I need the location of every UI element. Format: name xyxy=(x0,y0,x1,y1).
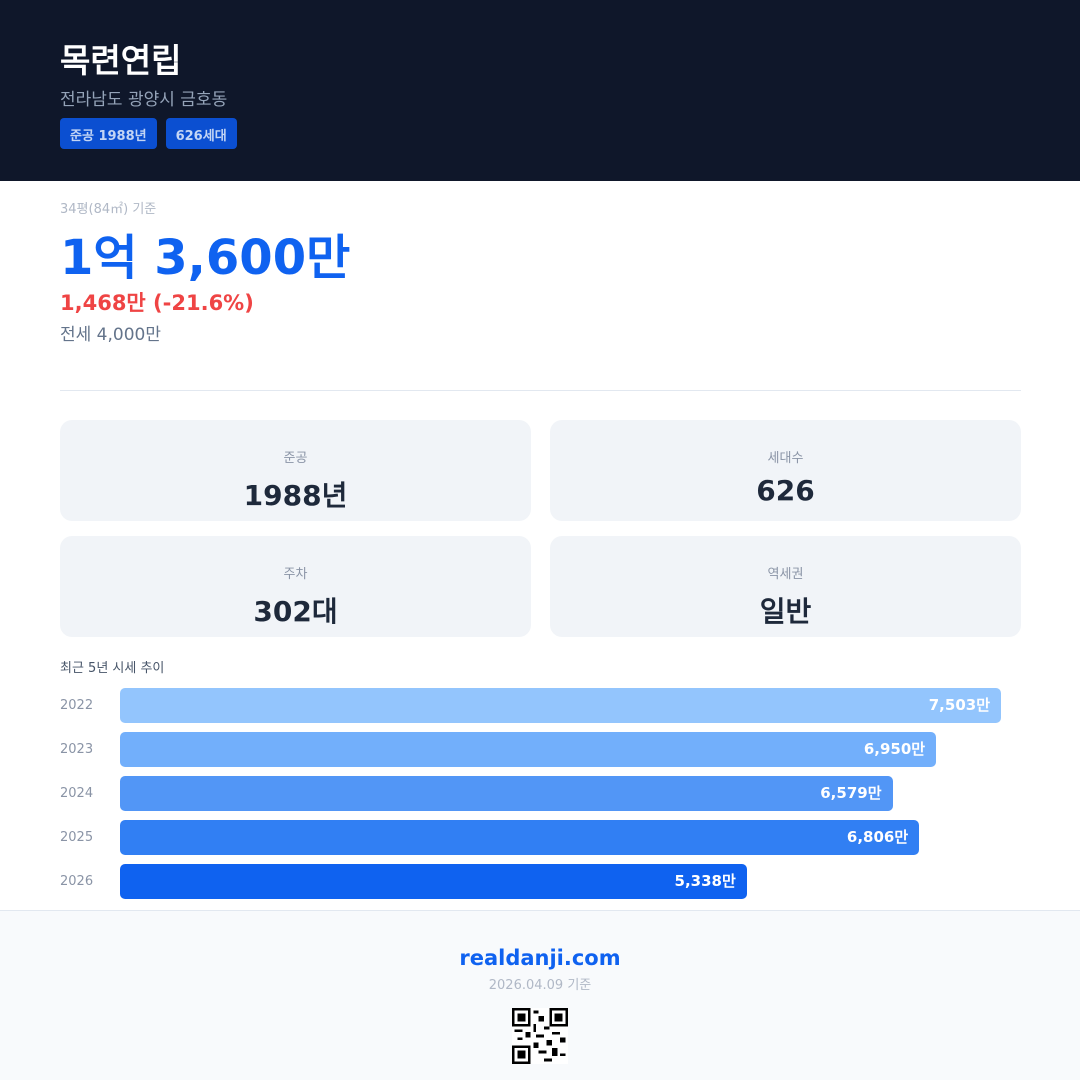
price-basis: 34평(84㎡) 기준 xyxy=(60,202,157,217)
footer: realdanji.com 2026.04.09 기준 xyxy=(0,910,1080,1080)
bar-2026: 5,338만 xyxy=(120,864,747,899)
year-label: 2023 xyxy=(60,742,94,757)
stat-value: 626 xyxy=(756,474,815,507)
divider xyxy=(60,390,1021,391)
year-label: 2026 xyxy=(60,874,94,889)
stat-value: 1988년 xyxy=(243,479,348,512)
badge-built-year: 준공 1988년 xyxy=(60,118,157,149)
stat-card-built: 준공 1988년 xyxy=(60,420,531,521)
stat-card-parking: 주차 302대 xyxy=(60,536,531,637)
year-label: 2022 xyxy=(60,698,94,713)
complex-title: 목련연립 xyxy=(60,41,182,80)
price-value: 1억 3,600만 xyxy=(60,230,351,286)
stat-label: 주차 xyxy=(283,567,308,582)
stat-value: 일반 xyxy=(759,595,812,628)
header: 목련연립 전라남도 광양시 금호동 준공 1988년 626세대 xyxy=(0,0,1080,181)
stat-card-households: 세대수 626 xyxy=(550,420,1021,521)
site-link[interactable]: realdanji.com xyxy=(459,946,621,970)
address: 전라남도 광양시 금호동 xyxy=(60,90,228,110)
bar-2024: 6,579만 xyxy=(120,776,893,811)
badge-households: 626세대 xyxy=(165,118,237,149)
bar-2022: 7,503만 xyxy=(120,688,1001,723)
bar-2025: 6,806만 xyxy=(120,820,920,855)
year-label: 2024 xyxy=(60,786,94,801)
jeonse-price: 전세 4,000만 xyxy=(60,325,161,345)
qr-code-icon xyxy=(512,1008,568,1064)
stat-value: 302대 xyxy=(253,595,338,628)
stat-label: 준공 xyxy=(283,451,308,466)
data-date: 2026.04.09 기준 xyxy=(488,978,592,993)
chart-title: 최근 5년 시세 추이 xyxy=(60,661,165,676)
stat-label: 세대수 xyxy=(767,451,804,466)
year-label: 2025 xyxy=(60,830,94,845)
stat-label: 역세권 xyxy=(767,567,804,582)
price-change: 1,468만 (-21.6%) xyxy=(60,291,254,315)
bar-2023: 6,950만 xyxy=(120,732,937,767)
